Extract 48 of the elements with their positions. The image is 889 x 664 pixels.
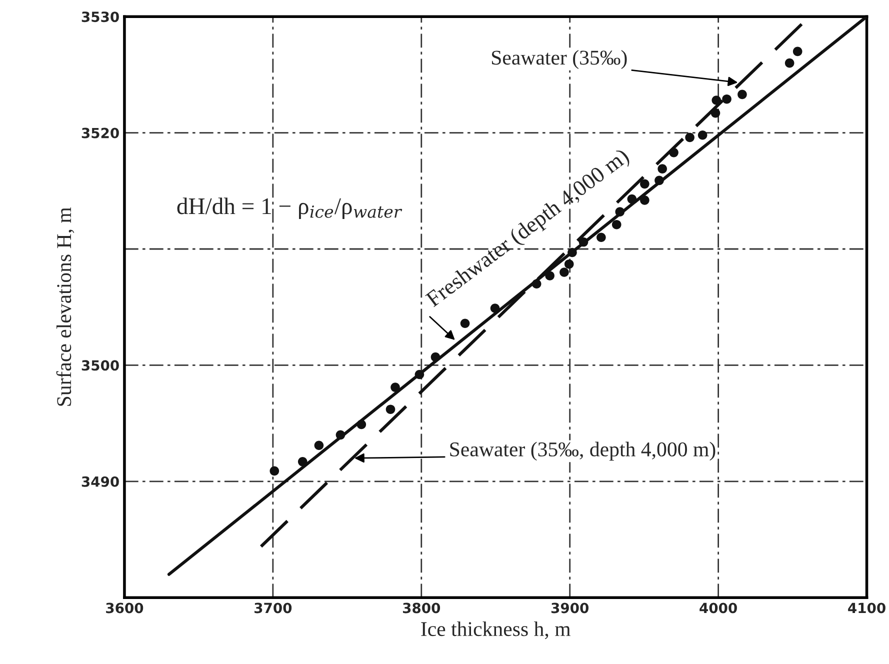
x-tick-label: 3700 — [254, 602, 292, 614]
annotation: dH/dh = 1 − ρ$_{ice}$/ρ$_{water}$ — [177, 198, 402, 220]
point — [460, 318, 470, 328]
point — [564, 259, 574, 269]
point — [654, 176, 664, 186]
x-tick-label: 4100 — [848, 602, 886, 614]
point — [640, 179, 650, 189]
point — [430, 352, 440, 362]
y-tick-label: 3500 — [82, 360, 119, 371]
point — [615, 207, 625, 216]
x-axis-title: Ice thickness h, m — [421, 621, 570, 640]
point — [578, 237, 588, 247]
point — [658, 164, 667, 174]
x-tick-label: 4000 — [700, 602, 737, 614]
annotation: Seawater (35‰, depth 4,000 m) — [450, 442, 716, 461]
point — [698, 130, 708, 140]
y-tick-label: 3530 — [82, 12, 119, 22]
annotation: Seawater (35‰) — [492, 50, 627, 69]
point — [627, 194, 637, 204]
point — [784, 58, 794, 68]
y-tick-label: 3490 — [82, 476, 119, 487]
point — [314, 440, 324, 450]
x-tick-label: 3800 — [402, 602, 440, 614]
point — [298, 456, 308, 466]
point — [640, 196, 650, 205]
point — [596, 232, 606, 242]
point — [722, 94, 732, 104]
point — [685, 132, 694, 142]
point — [712, 96, 722, 105]
point — [710, 108, 720, 118]
x-tick-label: 3600 — [106, 602, 144, 614]
point — [792, 46, 802, 56]
point — [270, 466, 280, 476]
point — [545, 271, 554, 280]
y-axis-title: Surface elevations H, m — [56, 207, 74, 406]
y-tick-label: 3520 — [82, 128, 119, 138]
point — [738, 90, 747, 100]
point — [669, 148, 678, 158]
point — [560, 268, 569, 277]
point — [386, 404, 396, 414]
point — [612, 220, 622, 230]
x-tick-label: 3900 — [551, 602, 589, 614]
point — [336, 430, 346, 440]
point — [568, 248, 577, 258]
point — [390, 382, 400, 392]
point — [356, 420, 366, 430]
point — [532, 279, 542, 289]
point — [414, 370, 424, 380]
